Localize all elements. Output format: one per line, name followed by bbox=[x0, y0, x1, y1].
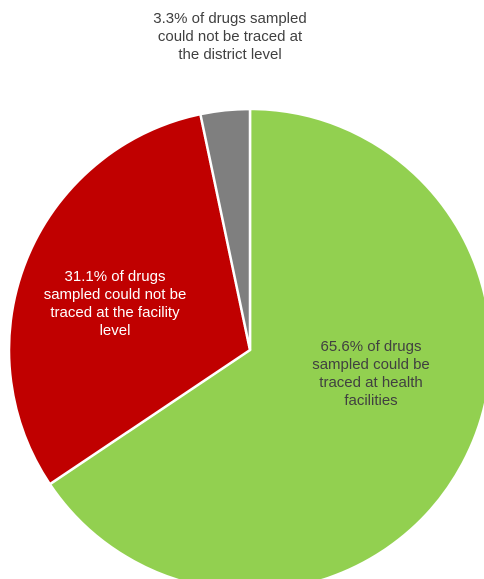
pie-slice-3 bbox=[199, 107, 252, 352]
pie-slice-1 bbox=[48, 107, 484, 579]
label-slice-2: 31.1% of drugs sampled could not be trac… bbox=[43, 268, 187, 339]
pie-slice-2 bbox=[7, 112, 252, 486]
label-slice-3: 3.3% of drugs sampled could not be trace… bbox=[153, 10, 307, 63]
label-slice-1: 65.6% of drugs sampled could be traced a… bbox=[312, 338, 430, 409]
